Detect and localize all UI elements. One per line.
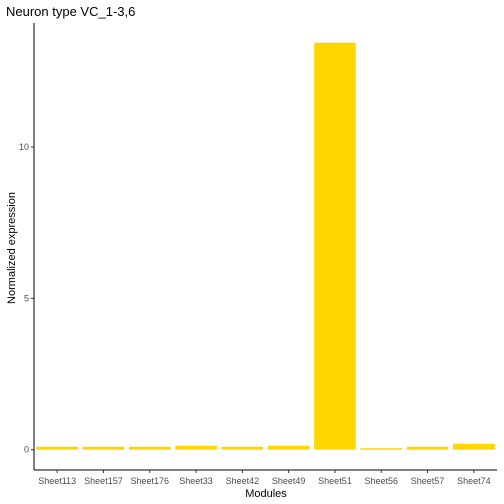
x-tick-label: Sheet74 (457, 476, 491, 486)
x-tick-label: Sheet176 (130, 476, 169, 486)
x-tick-label: Sheet51 (318, 476, 352, 486)
bar-Sheet33 (175, 445, 217, 450)
x-tick-label: Sheet57 (411, 476, 445, 486)
bar-Sheet157 (82, 446, 125, 450)
x-axis-title: Modules (245, 488, 287, 500)
x-axis-ticks: Sheet113 Sheet157 Sheet176 Sheet33 Sheet42 Sh… (38, 470, 491, 486)
x-tick-label: Sheet56 (364, 476, 398, 486)
x-tick-label: Sheet157 (84, 476, 123, 486)
y-tick-label: 10 (19, 142, 29, 152)
bar-Sheet113 (36, 446, 78, 450)
x-tick-label: Sheet113 (38, 476, 76, 486)
x-tick-label: Sheet33 (179, 476, 213, 486)
x-tick-label: Sheet49 (272, 476, 306, 486)
chart-title: Neuron type VC_1-3,6 (6, 4, 135, 19)
y-tick-label: 5 (24, 293, 29, 303)
y-tick-label: 0 (24, 445, 29, 455)
bar-Sheet51 (314, 42, 356, 450)
y-axis-title: Normalized expression (6, 192, 18, 304)
bar-Sheet42 (221, 446, 264, 450)
x-tick-label: Sheet42 (226, 476, 260, 486)
bar-Sheet74 (453, 443, 495, 450)
bar-Sheet56 (360, 448, 403, 450)
bar-Sheet57 (406, 446, 449, 450)
bar-Sheet49 (267, 445, 310, 450)
y-axis-ticks: 0 5 10 (19, 142, 34, 455)
bars-group (36, 42, 495, 450)
bar-Sheet176 (128, 446, 171, 450)
